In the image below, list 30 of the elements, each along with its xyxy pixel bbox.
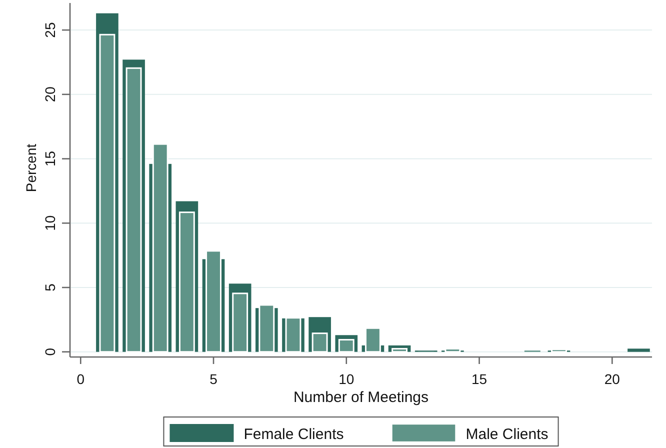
bar (285, 317, 302, 353)
x-tick-label: 10 (338, 371, 354, 387)
bar (258, 304, 275, 353)
y-tick-label: 25 (42, 22, 58, 38)
bar (551, 348, 567, 353)
bar (178, 212, 195, 353)
legend-label: Female Clients (244, 426, 344, 443)
x-axis-title: Number of Meetings (293, 389, 429, 406)
bar (232, 292, 248, 353)
y-axis-title: Percent (23, 144, 39, 192)
bar (99, 34, 116, 353)
x-tick-label: 0 (76, 371, 85, 387)
x-tick-label: 20 (604, 371, 620, 387)
y-tick-label: 20 (42, 86, 58, 102)
bar (312, 332, 328, 353)
y-tick-label: 0 (42, 348, 58, 356)
x-tick-label: 5 (210, 371, 218, 387)
y-tick-label: 15 (42, 150, 58, 167)
bar (126, 67, 142, 353)
x-tick-label: 15 (471, 371, 488, 387)
y-tick-label: 10 (42, 215, 58, 231)
bar (444, 348, 461, 353)
bar (392, 348, 408, 353)
y-tick-label: 5 (42, 283, 58, 292)
bar (338, 338, 354, 353)
bar (206, 250, 222, 353)
bar (152, 143, 168, 353)
bar (364, 327, 381, 353)
bar (628, 348, 650, 352)
legend-label: Male Clients (466, 426, 548, 443)
